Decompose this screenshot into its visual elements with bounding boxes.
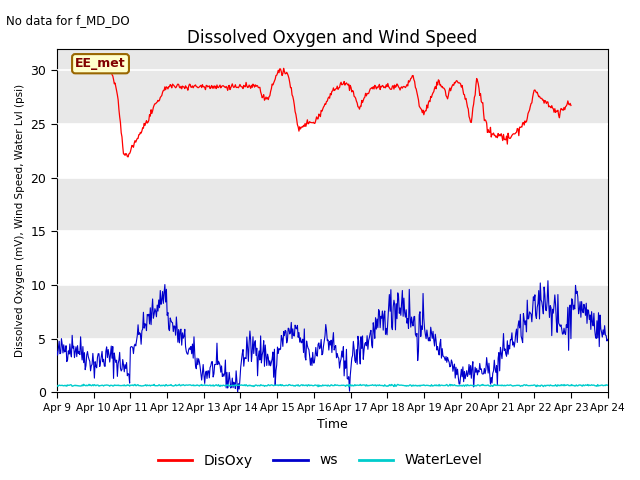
DisOxy	[280, 65, 287, 71]
ws	[53, 348, 61, 354]
WaterLevel	[205, 383, 213, 388]
WaterLevel	[53, 383, 61, 388]
Bar	[57, 124, 608, 178]
WaterLevel	[80, 382, 88, 387]
DisOxy	[124, 154, 132, 160]
ws	[416, 309, 424, 314]
Text: EE_met: EE_met	[76, 57, 126, 70]
ws	[205, 368, 212, 374]
Line: WaterLevel: WaterLevel	[57, 384, 608, 387]
DisOxy	[227, 85, 235, 91]
ws	[63, 359, 70, 364]
Line: DisOxy: DisOxy	[112, 68, 571, 157]
DisOxy	[317, 108, 325, 113]
ws	[544, 278, 552, 284]
Text: No data for f_MD_DO: No data for f_MD_DO	[6, 14, 130, 27]
ws	[175, 340, 183, 346]
Y-axis label: Dissolved Oxygen (mV), Wind Speed, Water Lvl (psi): Dissolved Oxygen (mV), Wind Speed, Water…	[15, 84, 25, 357]
Legend: DisOxy, ws, WaterLevel: DisOxy, ws, WaterLevel	[152, 448, 488, 473]
WaterLevel	[345, 384, 353, 390]
WaterLevel	[120, 382, 128, 388]
Bar	[57, 339, 608, 393]
Line: ws: ws	[57, 281, 608, 393]
DisOxy	[190, 83, 198, 89]
ws	[234, 390, 241, 396]
DisOxy	[455, 80, 463, 85]
WaterLevel	[401, 383, 408, 389]
DisOxy	[108, 72, 116, 78]
ws	[120, 362, 127, 368]
Title: Dissolved Oxygen and Wind Speed: Dissolved Oxygen and Wind Speed	[187, 29, 477, 48]
DisOxy	[380, 85, 388, 91]
WaterLevel	[63, 384, 70, 389]
DisOxy	[567, 103, 575, 108]
ws	[604, 336, 612, 342]
Bar	[57, 231, 608, 285]
WaterLevel	[417, 383, 424, 388]
DisOxy	[416, 105, 424, 110]
ws	[400, 295, 408, 301]
WaterLevel	[604, 382, 612, 388]
X-axis label: Time: Time	[317, 419, 348, 432]
WaterLevel	[177, 383, 184, 388]
